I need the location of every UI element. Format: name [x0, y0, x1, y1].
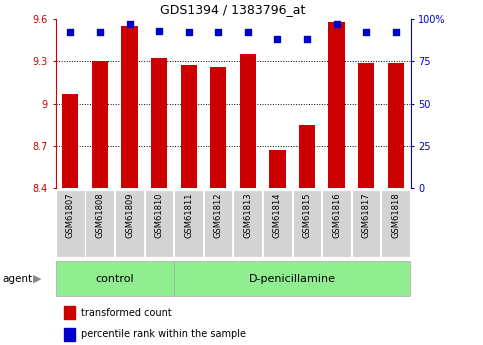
Point	[362, 30, 370, 35]
Text: GSM61818: GSM61818	[391, 193, 400, 238]
FancyBboxPatch shape	[322, 190, 351, 257]
Point	[67, 30, 74, 35]
FancyBboxPatch shape	[174, 261, 410, 296]
Bar	[121, 26, 138, 188]
Point	[392, 30, 399, 35]
FancyBboxPatch shape	[204, 190, 232, 257]
Text: GSM61815: GSM61815	[302, 193, 312, 238]
Bar	[388, 63, 404, 188]
Bar	[240, 54, 256, 188]
Text: GSM61811: GSM61811	[184, 193, 193, 238]
Point	[96, 30, 104, 35]
Text: percentile rank within the sample: percentile rank within the sample	[81, 329, 246, 339]
Bar	[210, 67, 227, 188]
Bar	[299, 125, 315, 188]
FancyBboxPatch shape	[381, 190, 410, 257]
FancyBboxPatch shape	[293, 190, 321, 257]
Text: GSM61808: GSM61808	[96, 193, 104, 238]
Point	[126, 21, 133, 27]
FancyBboxPatch shape	[144, 190, 173, 257]
FancyBboxPatch shape	[56, 190, 85, 257]
Title: GDS1394 / 1383796_at: GDS1394 / 1383796_at	[160, 3, 306, 17]
Text: GSM61817: GSM61817	[362, 193, 370, 238]
Text: control: control	[96, 274, 134, 284]
FancyBboxPatch shape	[115, 190, 144, 257]
Bar	[270, 150, 285, 188]
FancyBboxPatch shape	[352, 190, 381, 257]
FancyBboxPatch shape	[174, 190, 203, 257]
Text: GSM61807: GSM61807	[66, 193, 75, 238]
Text: GSM61813: GSM61813	[243, 193, 252, 238]
Bar	[62, 93, 78, 188]
Bar	[358, 63, 374, 188]
Point	[155, 28, 163, 33]
Point	[303, 37, 311, 42]
Point	[214, 30, 222, 35]
Bar	[92, 61, 108, 188]
Text: GSM61810: GSM61810	[155, 193, 164, 238]
Bar	[64, 306, 75, 319]
Text: GSM61816: GSM61816	[332, 193, 341, 238]
Point	[185, 30, 193, 35]
Point	[244, 30, 252, 35]
Bar	[181, 66, 197, 188]
FancyBboxPatch shape	[263, 190, 292, 257]
FancyBboxPatch shape	[56, 261, 173, 296]
Text: D-penicillamine: D-penicillamine	[249, 274, 336, 284]
FancyBboxPatch shape	[233, 190, 262, 257]
Text: GSM61814: GSM61814	[273, 193, 282, 238]
Text: GSM61809: GSM61809	[125, 193, 134, 238]
Point	[273, 37, 281, 42]
FancyBboxPatch shape	[85, 190, 114, 257]
Bar	[64, 328, 75, 341]
Text: agent: agent	[2, 274, 32, 284]
Point	[333, 21, 341, 27]
Bar	[151, 58, 167, 188]
Bar	[328, 22, 345, 188]
Text: ▶: ▶	[33, 274, 42, 284]
Text: GSM61812: GSM61812	[214, 193, 223, 238]
Text: transformed count: transformed count	[81, 308, 172, 318]
